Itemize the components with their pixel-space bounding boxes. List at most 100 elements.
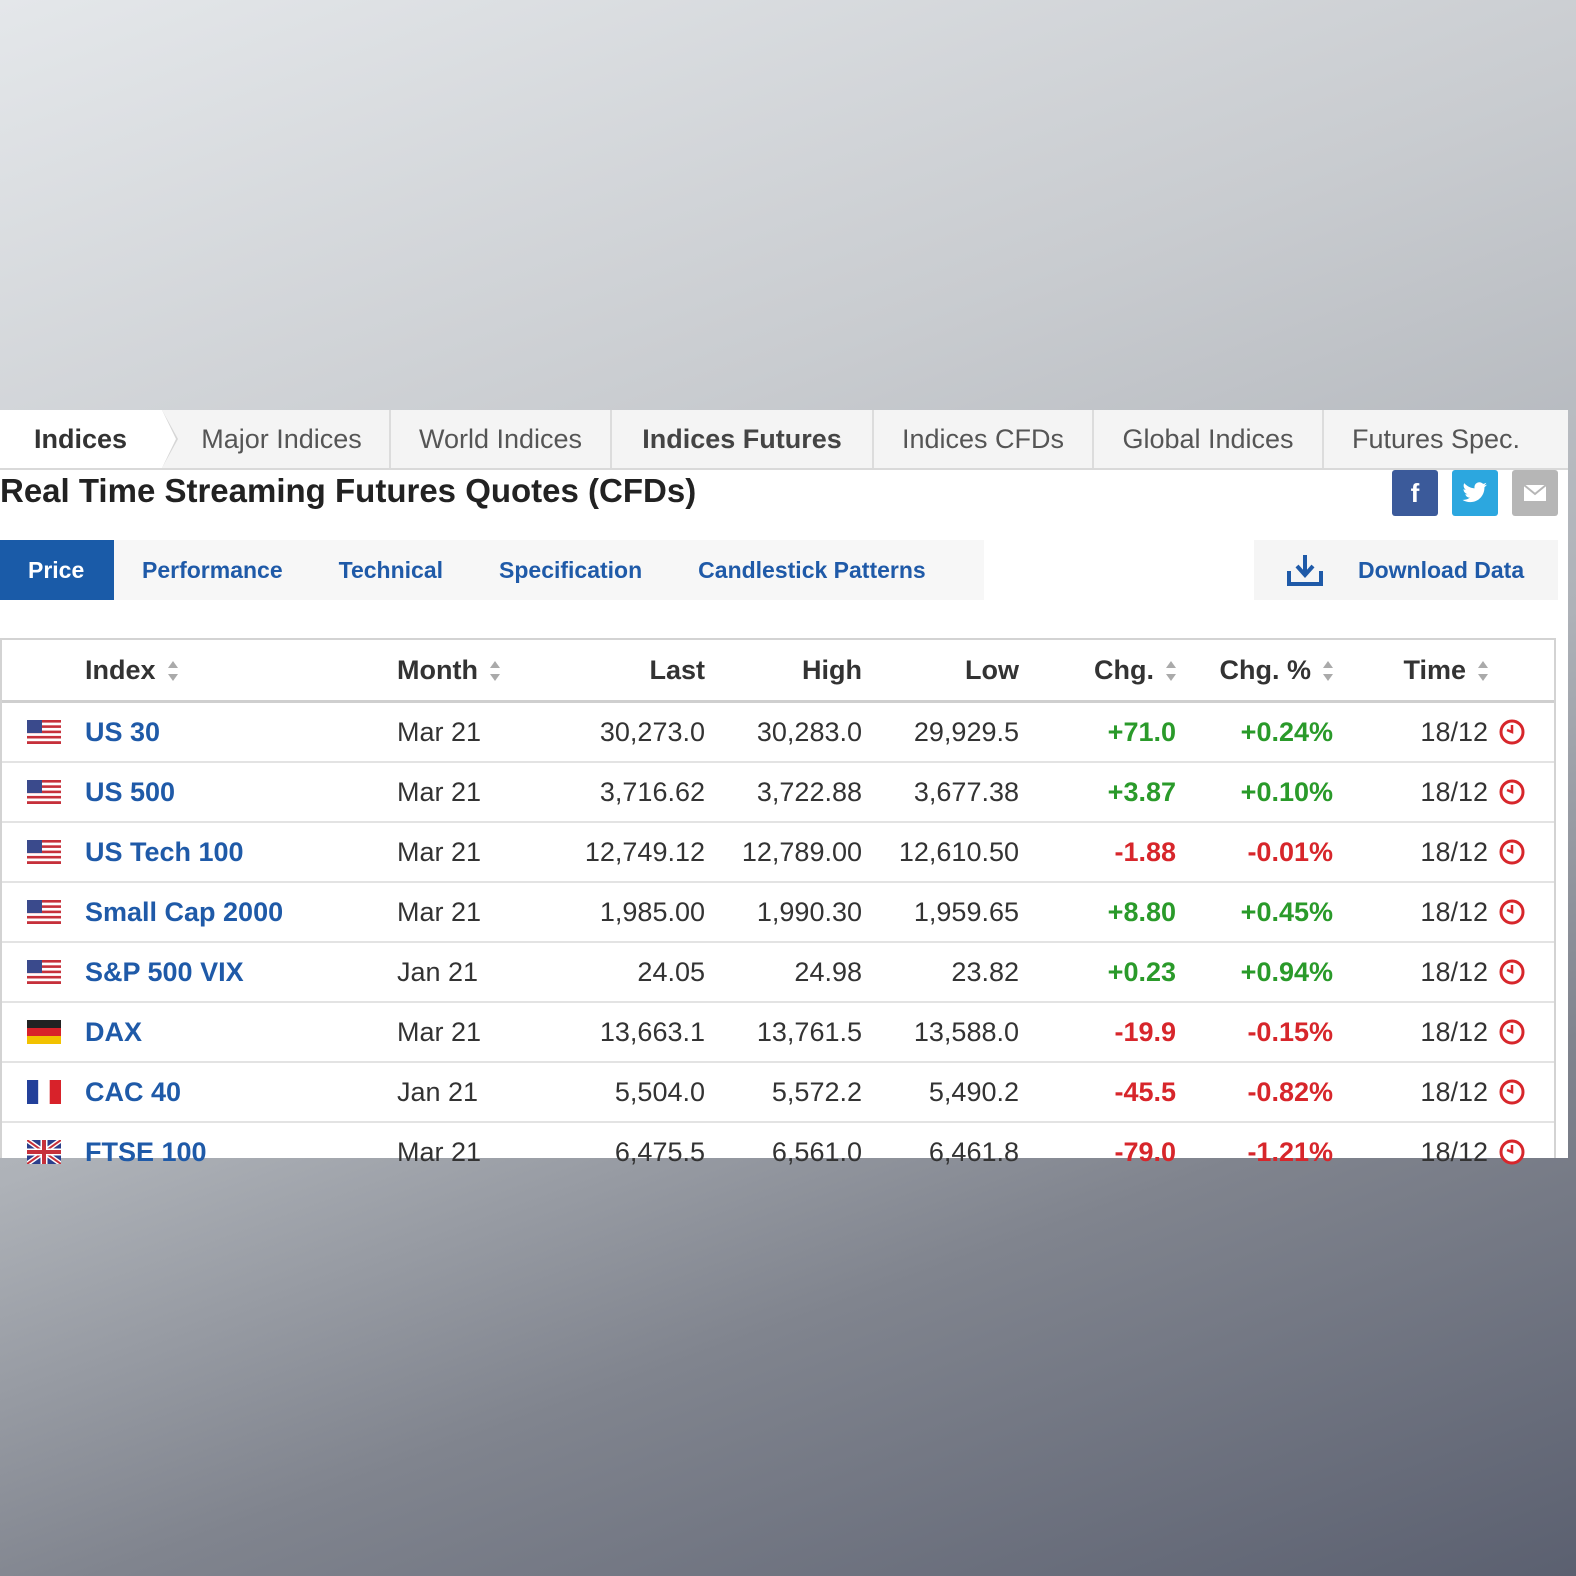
download-icon [1287, 555, 1323, 586]
month-cell: Mar 21 [396, 1002, 556, 1063]
nav-major-indices[interactable]: Major Indices [162, 410, 391, 468]
index-name-link[interactable]: US 500 [84, 762, 396, 823]
breadcrumb-nav: Indices Major Indices World Indices Indi… [0, 410, 1568, 470]
germany-flag-icon [27, 1020, 61, 1044]
facebook-icon: f [1410, 477, 1420, 508]
low-cell: 29,929.5 [863, 701, 1020, 763]
chg-pct-cell: +0.10% [1177, 762, 1334, 823]
chg-pct-cell: +0.45% [1177, 882, 1334, 943]
facebook-share-button[interactable]: f [1392, 470, 1438, 516]
month-cell: Mar 21 [396, 822, 556, 883]
last-cell: 13,663.1 [556, 1002, 706, 1063]
clock-cell [1489, 701, 1554, 763]
header-index[interactable]: Index [84, 640, 396, 703]
tab-technical[interactable]: Technical [338, 556, 444, 583]
us-flag-icon [27, 840, 61, 864]
nav-indices-futures[interactable]: Indices Futures [612, 410, 874, 468]
index-name-link[interactable]: US 30 [84, 701, 396, 763]
download-data-label: Download Data [1358, 556, 1525, 583]
low-cell: 12,610.50 [863, 822, 1020, 883]
quotes-table: Index Month Last High Low Chg. Chg. % Ti… [0, 638, 1556, 1167]
sort-icon [167, 660, 178, 682]
clock-icon [1499, 1079, 1525, 1105]
tab-specification[interactable]: Specification [499, 556, 643, 583]
nav-global-indices[interactable]: Global Indices [1094, 410, 1324, 468]
index-name-link[interactable]: S&P 500 VIX [84, 942, 396, 1003]
clock-cell [1489, 762, 1554, 823]
index-name-link[interactable]: CAC 40 [84, 1062, 396, 1123]
last-cell: 1,985.00 [556, 882, 706, 943]
index-name-link[interactable]: FTSE 100 [85, 1136, 207, 1167]
flag-cell [2, 1122, 84, 1181]
header-chg[interactable]: Chg. [1020, 640, 1177, 703]
table-row: Small Cap 2000 Mar 21 1,985.00 1,990.30 1,95… [2, 882, 1554, 943]
chg-cell: +0.23 [1020, 942, 1177, 1003]
index-name-link[interactable]: DAX [84, 1002, 396, 1063]
chg-pct-cell: -0.01% [1177, 822, 1334, 883]
table-row: DAX Mar 21 13,663.1 13,761.5 13,588.0 -19.9 -0… [2, 1002, 1554, 1063]
time-cell: 18/12 [1334, 882, 1489, 943]
header-time[interactable]: Time [1334, 640, 1489, 703]
month-cell: Mar 21 [396, 701, 556, 763]
low-cell: 23.82 [863, 942, 1020, 1003]
last-cell: 6,475.5 [614, 1136, 705, 1167]
twitter-icon [1462, 482, 1487, 503]
breadcrumb-home[interactable]: Indices [0, 410, 178, 468]
nav-futures-spec[interactable]: Futures Spec. [1351, 423, 1521, 454]
header-chg-pct[interactable]: Chg. % [1177, 640, 1334, 703]
twitter-share-button[interactable] [1452, 470, 1498, 516]
chg-pct-cell: -1.21% [1247, 1136, 1333, 1167]
quotes-panel: Indices Major Indices World Indices Indi… [0, 410, 1568, 1167]
chg-pct-cell: +0.94% [1177, 942, 1334, 1003]
chg-cell: -1.88 [1020, 822, 1177, 883]
clock-icon [1499, 719, 1525, 745]
clock-icon [1499, 1019, 1525, 1045]
clock-cell [1489, 942, 1554, 1003]
table-row: CAC 40 Jan 21 5,504.0 5,572.2 5,490.2 -45.5 -0… [2, 1062, 1554, 1123]
index-name-link[interactable]: US Tech 100 [84, 822, 396, 883]
index-name-link[interactable]: Small Cap 2000 [84, 882, 396, 943]
clock-cell [1489, 882, 1554, 943]
nav-indices-cfds[interactable]: Indices CFDs [874, 410, 1094, 468]
table-row: FTSE 100 Mar 21 6,475.5 6,561.0 6,461.8 -79.0… [2, 1122, 1554, 1181]
clock-cell [1489, 1062, 1554, 1123]
chg-cell: +3.87 [1020, 762, 1177, 823]
nav-world-indices[interactable]: World Indices [391, 410, 612, 468]
table-row: US 500 Mar 21 3,716.62 3,722.88 3,677.38 +3.8… [2, 762, 1554, 823]
clock-icon [1499, 899, 1525, 925]
high-cell: 1,990.30 [706, 882, 863, 943]
month-cell: Mar 21 [396, 762, 556, 823]
time-cell: 18/12 [1334, 942, 1489, 1003]
table-row: S&P 500 VIX Jan 21 24.05 24.98 23.82 +0.23 +0.… [2, 942, 1554, 1003]
view-tabs: Price Performance Technical Specificatio… [0, 540, 984, 600]
clock-icon [1499, 1139, 1525, 1165]
header-month[interactable]: Month [396, 640, 556, 703]
email-share-button[interactable] [1512, 470, 1558, 516]
low-cell: 3,677.38 [863, 762, 1020, 823]
high-cell: 30,283.0 [706, 701, 863, 763]
header-high: High [706, 640, 863, 703]
download-data-button[interactable]: Download Data [1254, 540, 1558, 600]
last-cell: 5,504.0 [556, 1062, 706, 1123]
high-cell: 3,722.88 [706, 762, 863, 823]
tab-candlestick-patterns[interactable]: Candlestick Patterns [698, 556, 926, 583]
last-cell: 30,273.0 [556, 701, 706, 763]
time-cell: 18/12 [1334, 701, 1489, 763]
sort-icon [489, 660, 500, 682]
page-title: Real Time Streaming Futures Quotes (CFDs… [0, 472, 697, 509]
time-cell: 18/12 [1420, 1136, 1488, 1167]
flag-cell [2, 701, 84, 763]
high-cell: 24.98 [706, 942, 863, 1003]
clock-icon [1499, 959, 1525, 985]
clock-icon [1499, 839, 1525, 865]
chg-cell: +8.80 [1020, 882, 1177, 943]
month-cell: Jan 21 [396, 942, 556, 1003]
chg-cell: -79.0 [1114, 1136, 1176, 1167]
tab-performance[interactable]: Performance [142, 556, 283, 583]
month-cell: Mar 21 [397, 1136, 482, 1167]
chg-cell: +71.0 [1020, 701, 1177, 763]
tab-price[interactable]: Price [0, 540, 114, 600]
us-flag-icon [27, 960, 61, 984]
time-cell: 18/12 [1334, 1062, 1489, 1123]
month-cell: Mar 21 [396, 882, 556, 943]
